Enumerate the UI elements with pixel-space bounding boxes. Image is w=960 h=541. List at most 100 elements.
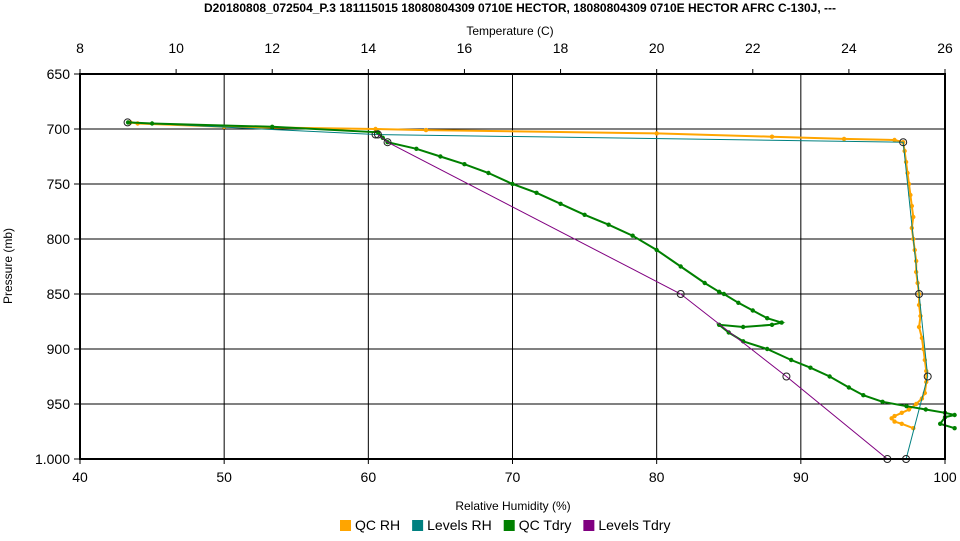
y-tick-label: 750 xyxy=(47,176,71,192)
data-point xyxy=(889,416,894,421)
data-point xyxy=(423,127,429,133)
y-tick-label: 1.000 xyxy=(35,451,70,467)
legend-swatch xyxy=(412,520,424,531)
data-point xyxy=(952,426,957,431)
data-point xyxy=(736,300,741,305)
data-point xyxy=(906,407,912,412)
data-point xyxy=(904,404,909,409)
data-point xyxy=(606,222,611,227)
level-marker xyxy=(782,372,791,381)
data-point xyxy=(486,170,491,176)
legend-swatch xyxy=(340,520,351,531)
legend-swatch xyxy=(583,520,595,531)
top-axis-title: Temperature (C) xyxy=(466,24,553,38)
data-point xyxy=(764,316,770,321)
data-point xyxy=(911,214,916,220)
x-top-tick-label: 12 xyxy=(264,40,280,56)
level-marker xyxy=(915,290,924,298)
x-top-tick-label: 8 xyxy=(76,40,84,56)
x-top-tick-label: 20 xyxy=(649,40,665,56)
data-point xyxy=(769,134,775,139)
data-point xyxy=(764,346,770,352)
legend-item: Levels RH xyxy=(412,517,492,533)
data-point xyxy=(510,181,515,187)
series-qc-rh xyxy=(128,120,929,431)
legend-label: Levels RH xyxy=(427,517,492,533)
data-point xyxy=(462,162,467,167)
y-tick-label: 900 xyxy=(47,341,71,357)
legend-item: QC RH xyxy=(340,517,400,533)
chart-title: D20180808_072504_P.3 181115015 180808043… xyxy=(204,1,836,15)
data-point xyxy=(721,291,727,297)
level-marker xyxy=(383,138,392,147)
x-bottom-tick-label: 60 xyxy=(361,469,377,485)
y-tick-label: 700 xyxy=(47,121,71,137)
x-top-tick-label: 16 xyxy=(457,40,473,56)
data-point xyxy=(919,335,925,341)
series-line xyxy=(127,121,929,460)
data-point xyxy=(937,421,943,426)
y-tick-label: 800 xyxy=(47,231,71,247)
level-marker xyxy=(373,130,382,139)
data-point xyxy=(726,330,731,335)
data-point xyxy=(438,154,443,159)
data-point xyxy=(909,203,915,209)
x-bottom-tick-label: 100 xyxy=(933,469,957,485)
data-point xyxy=(716,289,722,294)
data-point xyxy=(892,419,897,424)
series-levels-tdry xyxy=(373,130,892,463)
legend-label: QC Tdry xyxy=(519,517,572,533)
data-point xyxy=(808,365,813,370)
data-point xyxy=(916,324,922,330)
data-point xyxy=(899,410,904,415)
x-bottom-tick-label: 90 xyxy=(793,469,809,485)
data-point xyxy=(880,399,885,404)
level-marker xyxy=(923,372,932,381)
x-bottom-tick-label: 70 xyxy=(505,469,521,485)
y-tick-label: 950 xyxy=(47,396,71,412)
data-point xyxy=(654,247,659,253)
data-point xyxy=(846,385,852,390)
y-axis-title: Pressure (mb) xyxy=(1,228,15,304)
x-top-tick-label: 22 xyxy=(745,40,761,56)
data-point xyxy=(582,212,587,217)
data-point xyxy=(654,131,659,136)
data-point xyxy=(861,393,866,398)
x-top-tick-label: 10 xyxy=(168,40,184,56)
data-point xyxy=(750,308,755,313)
data-point xyxy=(827,374,832,379)
y-tick-label: 650 xyxy=(47,66,71,82)
data-point xyxy=(952,412,957,418)
data-point xyxy=(923,407,928,412)
data-point xyxy=(913,401,919,407)
data-point xyxy=(899,421,904,426)
x-top-tick-label: 18 xyxy=(553,40,569,56)
data-point xyxy=(373,126,378,132)
series-layer xyxy=(123,118,957,463)
data-point xyxy=(789,357,794,363)
data-point xyxy=(779,320,784,325)
level-marker xyxy=(899,138,908,147)
data-point xyxy=(740,324,746,330)
data-point xyxy=(149,121,155,126)
y-tick-label: 850 xyxy=(47,286,71,302)
series-line xyxy=(377,134,888,460)
x-bottom-tick-label: 80 xyxy=(649,469,665,485)
legend: QC RH Levels RH QC Tdry Levels Tdry xyxy=(340,517,670,533)
data-point xyxy=(558,201,563,206)
data-point xyxy=(534,190,539,195)
legend-label: QC RH xyxy=(355,517,400,533)
data-point xyxy=(769,322,775,327)
data-point xyxy=(678,264,683,269)
data-point xyxy=(125,120,131,125)
series-levels-rh xyxy=(123,118,932,463)
series-qc-tdry xyxy=(125,120,957,431)
x-top-tick-label: 14 xyxy=(361,40,377,56)
series-line xyxy=(130,121,928,430)
data-point xyxy=(841,136,847,142)
legend-label: Levels Tdry xyxy=(598,517,670,533)
x-top-tick-label: 26 xyxy=(937,40,953,56)
